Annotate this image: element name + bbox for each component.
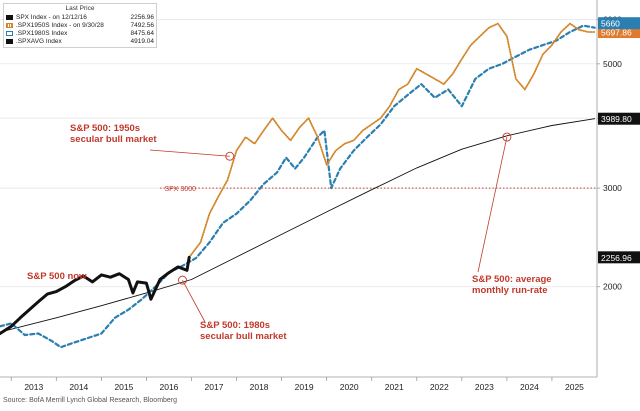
reference-line-label: SPX 3000	[164, 186, 196, 193]
annotation-leader	[149, 149, 230, 157]
x-tick-label: 2016	[160, 382, 179, 392]
legend-swatch	[6, 22, 13, 28]
legend-header: Last Price	[65, 5, 95, 12]
x-tick-label: 2018	[250, 382, 269, 392]
legend-item-name: .SPXAVG Index	[16, 37, 62, 45]
annotation-text: S&P 500 now	[27, 271, 87, 282]
legend-item-value: 7492.56	[130, 21, 155, 29]
annotation-text: S&P 500: 1980s	[200, 320, 270, 331]
y-tick-label: 5000	[603, 59, 622, 69]
plot-background	[0, 0, 597, 377]
legend-item-name: .SPX1950S Index - on 9/30/28	[16, 21, 104, 29]
y-axis: 20003000400050006000	[597, 14, 622, 292]
annotation-text: secular bull market	[70, 134, 157, 145]
legend-item-value: 4919.04	[130, 37, 155, 45]
legend: Last Price SPX Index - on 12/12/16 2256.…	[3, 3, 157, 48]
x-tick-label: 2017	[205, 382, 224, 392]
x-axis: 2013 2014 2015 2016 2017 2018 2019 2020 2021 2022…	[10, 377, 584, 392]
reference-line: SPX 3000	[159, 186, 597, 193]
x-tick-label: 2025	[565, 382, 584, 392]
annotation-text: monthly run-rate	[472, 285, 547, 296]
series-line-spx1980s-index	[0, 24, 596, 349]
x-tick-label: 2013	[24, 382, 43, 392]
legend-item-name: SPX Index - on 12/12/16	[16, 13, 87, 21]
last-value-box	[598, 112, 640, 125]
x-tick-label: 2020	[340, 382, 359, 392]
legend-swatch	[6, 38, 13, 44]
last-value-text: 3989.80	[601, 114, 632, 124]
annotation-marker	[502, 132, 512, 142]
x-tick-label: 2021	[385, 382, 404, 392]
legend-item: SPX Index - on 12/12/16 2256.96	[6, 13, 154, 21]
last-value-label: 2256.96	[598, 251, 640, 264]
legend-item: .SPX1950S Index - on 9/30/28 7492.56	[6, 21, 154, 29]
last-value-box	[598, 17, 640, 30]
x-tick-label: 2014	[69, 382, 88, 392]
source-note: Source: BofA Merrill Lynch Global Resear…	[3, 397, 178, 404]
annotation-leader	[477, 136, 508, 273]
legend-item: .SPX1980S Index 8475.64	[6, 29, 154, 37]
gridlines	[0, 19, 597, 288]
x-tick-label: 2022	[430, 382, 449, 392]
last-value-box	[598, 251, 640, 264]
last-value-text: 5660	[601, 19, 620, 29]
annotation-leader	[182, 279, 206, 323]
last-value-label: 3989.80	[598, 112, 640, 125]
legend-item-value: 2256.96	[130, 13, 155, 21]
last-value-text: 2256.96	[601, 253, 632, 263]
annotation-text: S&P 500: 1950s	[70, 123, 140, 134]
last-value-label: 5660	[598, 17, 640, 30]
annotation-marker	[178, 275, 187, 285]
x-tick-label: 2015	[114, 382, 133, 392]
series-line-spx-index	[0, 255, 191, 335]
y-tick-label: 3000	[603, 183, 622, 193]
y-tick-label: 2000	[603, 282, 622, 292]
legend-swatch	[6, 30, 13, 36]
series-line-spxavg-index	[0, 118, 596, 333]
legend-item: .SPXAVG Index 4919.04	[6, 37, 154, 45]
x-tick-label: 2023	[475, 382, 494, 392]
x-tick-label: 2024	[520, 382, 539, 392]
annotation-text: secular bull market	[200, 331, 287, 342]
series-line-spx1950s-index	[188, 22, 596, 259]
annotation-text: S&P 500: average	[472, 274, 552, 285]
annotation-marker	[225, 151, 235, 161]
series-group	[0, 22, 596, 349]
legend-item-name: .SPX1980S Index	[16, 29, 68, 37]
x-tick-label: 2019	[295, 382, 314, 392]
last-value-text: 5697.86	[601, 28, 632, 38]
legend-item-value: 8475.64	[130, 29, 155, 37]
legend-swatch	[6, 14, 13, 20]
